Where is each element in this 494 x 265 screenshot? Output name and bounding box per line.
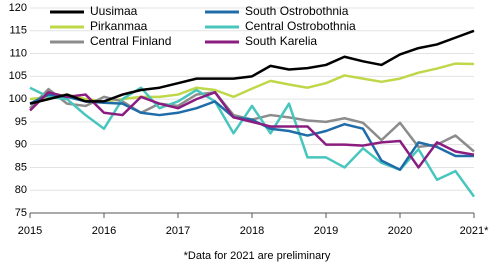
legend-label: Pirkanmaa: [90, 19, 148, 33]
y-tick-label: 90: [15, 139, 27, 151]
legend-label: South Ostrobothnia: [245, 4, 349, 18]
y-tick-label: 105: [9, 70, 27, 82]
x-tick-label: 2016: [92, 225, 116, 237]
y-tick-label: 80: [15, 184, 27, 196]
series-line: [29, 62, 475, 103]
series-line: [29, 91, 475, 169]
y-tick-label: 115: [9, 25, 27, 37]
x-tick-label: 2021*: [460, 225, 489, 237]
legend-label: Central Ostrobothnia: [245, 19, 356, 33]
x-tick-label: 2019: [314, 225, 338, 237]
y-tick-label: 95: [15, 116, 27, 128]
series-line: [29, 93, 474, 171]
note: *Data for 2021 are preliminary: [184, 250, 331, 262]
y-tick-label: 110: [9, 47, 27, 59]
y-tick-label: 85: [15, 161, 27, 173]
x-tick-label: 2018: [240, 225, 264, 237]
series-line: [29, 29, 475, 105]
y-tick-label: 75: [15, 207, 27, 219]
x-tick-label: 2015: [18, 225, 42, 237]
y-tick-label: 100: [9, 93, 27, 105]
legend-label: Central Finland: [90, 34, 171, 48]
x-tick-label: 2020: [388, 225, 412, 237]
legend-label: Uusimaa: [90, 4, 138, 18]
legend-label: South Karelia: [245, 34, 317, 48]
y-tick-label: 120: [9, 2, 27, 14]
x-tick-label: 2017: [166, 225, 190, 237]
